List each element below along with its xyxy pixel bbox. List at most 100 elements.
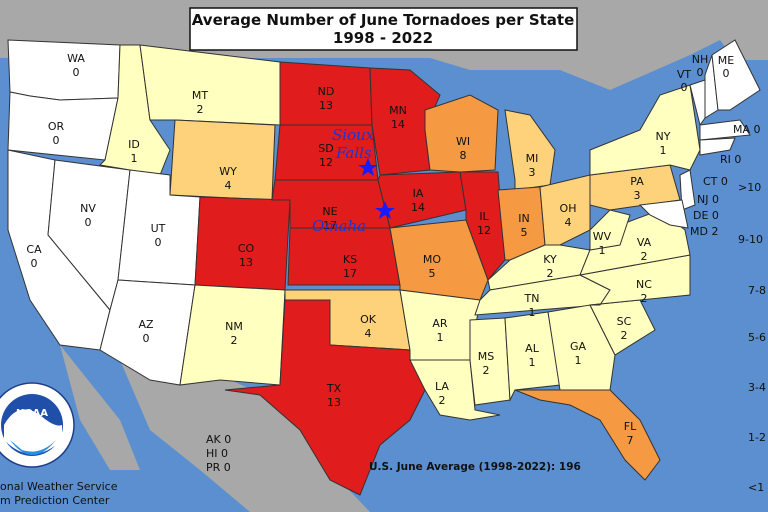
state-me (711, 39, 761, 111)
legend-item-4: 3-4 (748, 381, 766, 394)
state-value-nm: 2 (231, 334, 238, 347)
state-label-tn: TN (524, 292, 540, 305)
state-value-ut: 0 (155, 236, 162, 249)
title-line-2: 1998 - 2022 (333, 29, 433, 47)
agency-line-2: m Prediction Center (0, 494, 110, 507)
state-value-ms: 2 (483, 364, 490, 377)
state-label-wy: WY (219, 165, 237, 178)
noaa-logo: NOAA (0, 382, 75, 468)
state-value-nv: 0 (85, 216, 92, 229)
noaa-logo-text: NOAA (16, 408, 48, 419)
state-oh (539, 174, 591, 246)
legend-item-1: 9-10 (738, 233, 763, 246)
state-value-ca: 0 (31, 257, 38, 270)
state-label-wv: WV (593, 230, 612, 243)
legend-item-2: 7-8 (748, 284, 766, 297)
mexico-land (120, 360, 370, 512)
state-value-fl: 7 (627, 434, 634, 447)
legend-item-5: 1-2 (748, 431, 766, 444)
legend-item-6: <1 (748, 481, 764, 494)
title-line-1: Average Number of June Tornadoes per Sta… (192, 11, 575, 29)
state-value-sc: 2 (621, 329, 628, 342)
state-label-nd: ND (318, 85, 335, 98)
state-label-ky: KY (543, 253, 557, 266)
state-value-wa: 0 (73, 66, 80, 79)
state-value-ny: 1 (660, 144, 667, 157)
state-label-nv: NV (80, 202, 96, 215)
state-label-ks: KS (343, 253, 357, 266)
state-label-ok: OK (360, 313, 377, 326)
state-de-md (638, 199, 689, 229)
ne-label-nj: NJ 0 (697, 193, 719, 206)
sioux-falls-star (358, 158, 378, 176)
state-nc (578, 254, 691, 306)
state-value-oh: 4 (565, 216, 572, 229)
state-value-or: 0 (53, 134, 60, 147)
state-label-mi: MI (526, 152, 539, 165)
state-label-al: AL (525, 342, 540, 355)
ne-label-ct: CT 0 (703, 175, 728, 188)
territory-hi: HI 0 (206, 447, 228, 460)
state-value-ar: 1 (437, 331, 444, 344)
ne-label-md: MD 2 (690, 225, 718, 238)
ne-value-vt: 0 (681, 81, 688, 94)
legend: >10 9-10 7-8 5-6 3-4 1-2 <1 (738, 181, 766, 494)
state-label-or: OR (48, 120, 65, 133)
state-value-ga: 1 (575, 354, 582, 367)
state-label-tx: TX (326, 382, 342, 395)
title-box (189, 7, 578, 51)
ne-label-me: ME (718, 54, 734, 67)
legend-item-0: >10 (738, 181, 761, 194)
ne-label-de: DE 0 (693, 209, 719, 222)
state-value-sd: 12 (319, 156, 333, 169)
state-value-ky: 2 (547, 267, 554, 280)
state-label-co: CO (238, 242, 255, 255)
omaha-star (375, 201, 395, 219)
state-label-ar: AR (432, 317, 448, 330)
ne-label-vt: VT (677, 68, 692, 81)
state-ms (469, 317, 511, 406)
lake-huron (530, 110, 555, 150)
state-al (504, 311, 561, 402)
state-fl (514, 389, 661, 481)
state-tx (224, 299, 426, 496)
state-label-ca: CA (26, 243, 42, 256)
state-value-tx: 13 (327, 396, 341, 409)
state-label-wa: WA (67, 52, 85, 65)
state-label-fl: FL (624, 420, 637, 433)
state-label-nc: NC (636, 278, 652, 291)
state-label-la: LA (435, 380, 449, 393)
state-label-az: AZ (138, 318, 154, 331)
state-label-mn: MN (389, 104, 407, 117)
national-average: U.S. June Average (1998-2022): 196 (369, 461, 581, 473)
state-label-wi: WI (456, 135, 470, 148)
ne-label-ri: RI 0 (720, 153, 741, 166)
sioux-falls-label-2: Falls (335, 144, 372, 162)
state-label-ne: NE (322, 205, 337, 218)
state-value-nd: 13 (319, 99, 333, 112)
state-value-ks: 17 (343, 267, 357, 280)
state-value-co: 13 (239, 256, 253, 269)
state-value-va: 2 (641, 250, 648, 263)
legend-item-3: 5-6 (748, 331, 766, 344)
state-value-pa: 3 (634, 189, 641, 202)
state-wa (7, 39, 121, 101)
state-label-ny: NY (656, 130, 671, 143)
state-value-az: 0 (143, 332, 150, 345)
state-label-nm: NM (225, 320, 243, 333)
state-wi (424, 94, 499, 173)
state-label-ms: MS (478, 350, 494, 363)
state-value-al: 1 (529, 356, 536, 369)
agency-line-1: onal Weather Service (0, 480, 118, 493)
state-ct-ri (699, 137, 736, 156)
state-value-ok: 4 (365, 327, 372, 340)
state-ma (699, 119, 751, 141)
state-value-wy: 4 (225, 179, 232, 192)
state-label-id: ID (128, 138, 140, 151)
state-value-tn: 1 (529, 306, 536, 319)
state-value-mo: 5 (429, 267, 436, 280)
state-label-sd: SD (318, 142, 333, 155)
territory-ak: AK 0 (206, 433, 231, 446)
